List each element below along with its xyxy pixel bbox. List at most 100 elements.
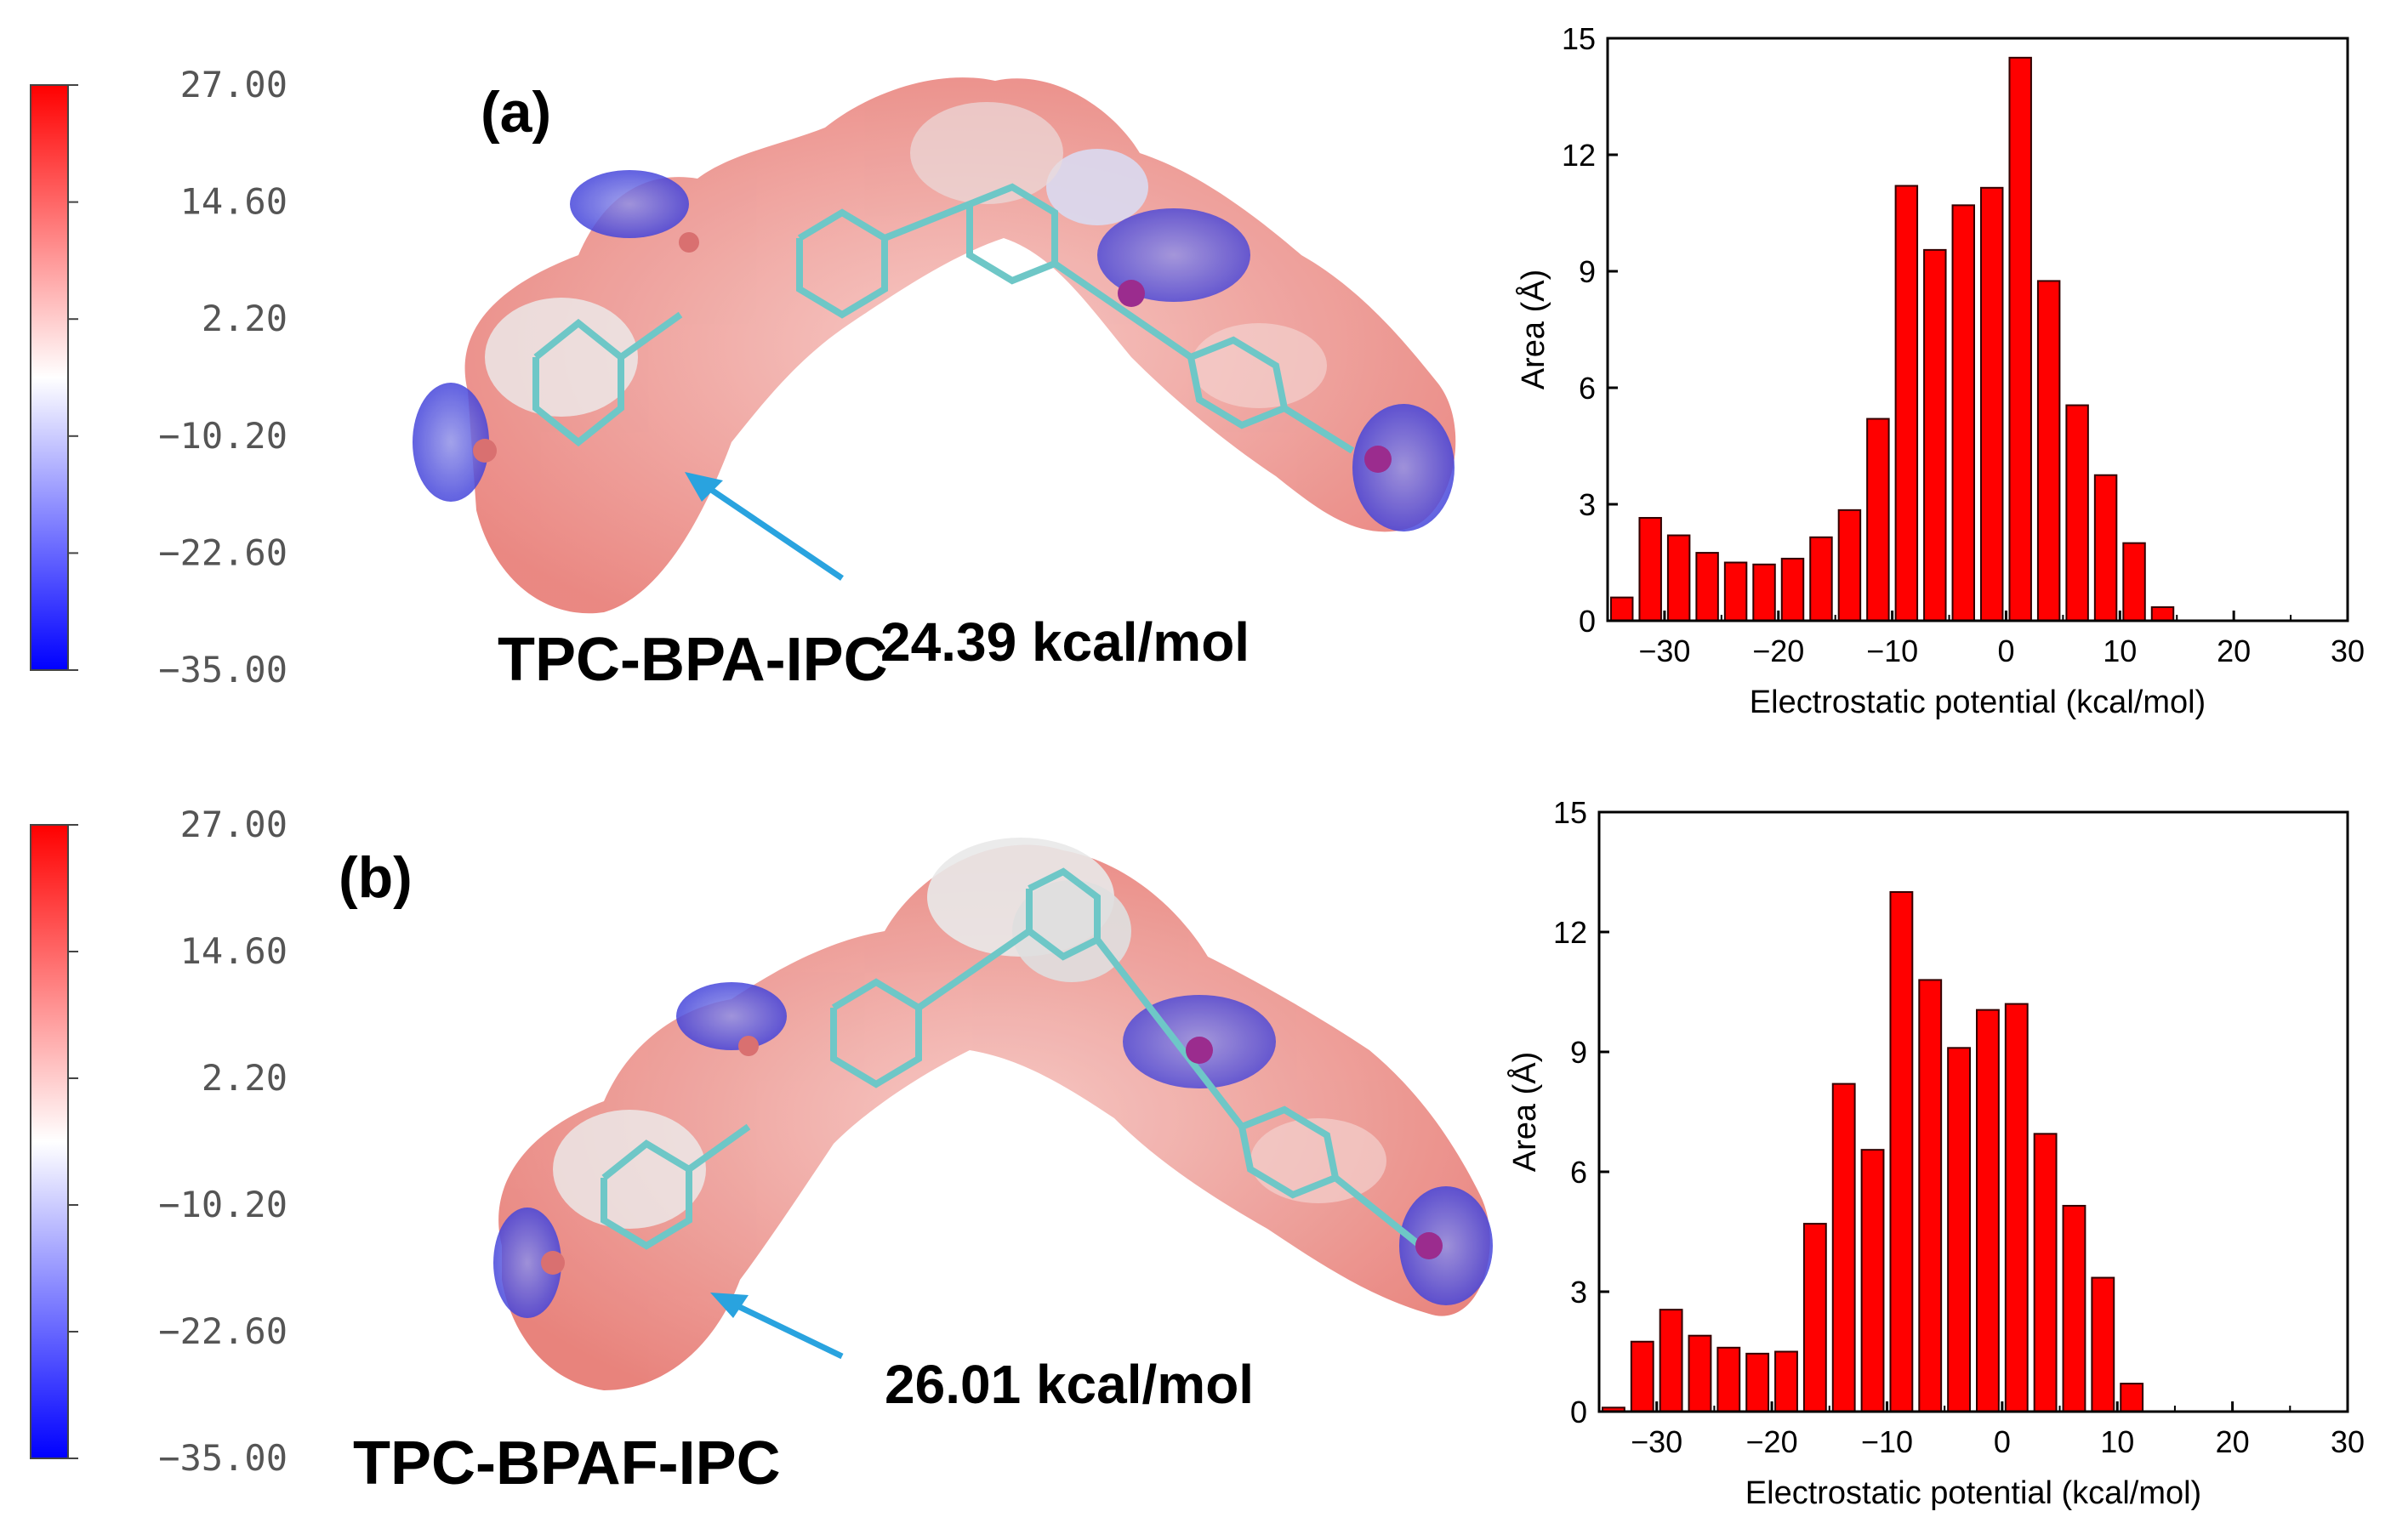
histogram-bar (2093, 474, 2118, 622)
molecule-view-b: (b) TPC-BPAF-IPC 26.01 kcal/mol (339, 804, 1497, 1497)
histogram-bar (1610, 596, 1634, 622)
histogram-bar (1752, 563, 1776, 622)
panel-a: 27.00 14.60 2.20 −10.20 −22.60 −35.00 (30, 17, 2365, 720)
histogram-bar (1688, 1334, 1712, 1413)
histogram-bar (1638, 516, 1662, 622)
x-tick-label: −20 (1752, 634, 1804, 668)
y-tick-label: 6 (1570, 1155, 1587, 1190)
histogram-bar (2091, 1276, 2115, 1412)
max-esp-arrow (696, 478, 844, 581)
histogram-bar (1860, 1149, 1885, 1412)
x-tick-label: 10 (2100, 1424, 2134, 1459)
histogram-bar (2036, 280, 2061, 622)
color-scale-a: 27.00 14.60 2.20 −10.20 −22.60 −35.00 (30, 64, 287, 690)
panel-b: 27.00 14.60 2.20 −10.20 −22.60 −35.00 (0, 770, 2391, 1539)
x-tick-label: 0 (1997, 634, 2014, 668)
x-tick-label: 0 (1994, 1424, 2011, 1459)
x-tick-label: −10 (1866, 634, 1918, 668)
molecule-name: TPC-BPAF-IPC (353, 1429, 781, 1497)
histogram-bar (1695, 552, 1719, 622)
y-tick-label: 3 (1579, 487, 1596, 522)
histogram-a: −30 −20 −10 0 10 20 30 0 3 6 9 12 15 Electrostatic p… (1514, 21, 2365, 720)
histogram-bar (1780, 557, 1805, 622)
max-esp-arrow (726, 1298, 844, 1360)
x-tick-label: 10 (2103, 634, 2137, 668)
histogram-bar (2033, 1133, 2058, 1412)
color-scale-tick-label: −10.20 (158, 1184, 287, 1225)
histogram-bar (1866, 418, 1890, 622)
histogram-bar (1980, 186, 2004, 622)
histogram-bar (1894, 185, 1919, 622)
color-scale-tick-label: 14.60 (180, 181, 287, 223)
histogram-bar (1918, 979, 1943, 1412)
histogram-bar (2122, 542, 2146, 622)
histogram-bar (1889, 891, 1914, 1412)
molecule-name: TPC-BPA-IPC (498, 626, 888, 694)
x-tick-label: −20 (1746, 1424, 1798, 1459)
color-scale-tick-label: −35.00 (158, 649, 287, 690)
x-tick-label: 20 (2216, 1424, 2250, 1459)
max-esp-arrowhead (710, 1293, 749, 1318)
y-tick-label: 15 (1553, 795, 1587, 830)
y-tick-label: 12 (1553, 915, 1587, 950)
color-scale-bar (30, 824, 69, 1459)
histogram-bar (1774, 1350, 1798, 1412)
panel-label: (b) (339, 845, 413, 910)
histogram-bar (1831, 1083, 1856, 1412)
histogram-bar (1666, 534, 1691, 622)
histogram-bar (2062, 1204, 2086, 1413)
y-tick-label: 15 (1562, 21, 1596, 56)
color-scale-tick-label: −10.20 (158, 415, 287, 457)
histogram-bar (1837, 509, 1862, 622)
histogram-b: −30 −20 −10 0 10 20 30 0 3 6 9 12 15 Electrostatic p… (1506, 795, 2365, 1511)
histogram-bar (1951, 204, 1975, 622)
color-scale-tick-label: 2.20 (202, 298, 287, 339)
x-tick-label: 30 (2331, 1424, 2365, 1459)
histogram-bar (2150, 606, 2175, 622)
histogram-bar (1716, 1346, 1741, 1412)
plot-frame (1606, 37, 2349, 622)
histogram-bar (1809, 536, 1833, 622)
y-tick-label: 9 (1570, 1035, 1587, 1070)
x-axis-label: Electrostatic potential (kcal/mol) (1745, 1475, 2201, 1511)
max-esp-label: 24.39 kcal/mol (880, 611, 1250, 673)
color-scale-tick-label: 27.00 (180, 64, 287, 105)
y-tick-label: 6 (1579, 371, 1596, 406)
panel-label: (a) (481, 80, 551, 145)
color-scale-tick-label: 14.60 (180, 930, 287, 972)
histogram-bar (1923, 248, 1947, 622)
y-tick-label: 9 (1579, 254, 1596, 289)
color-scale-tick-label: −22.60 (158, 531, 287, 573)
histogram-bar (1802, 1223, 1827, 1412)
histogram-bar (1745, 1352, 1770, 1412)
color-scale-b: 27.00 14.60 2.20 −10.20 −22.60 −35.00 (30, 804, 287, 1479)
histogram-bar (1976, 1009, 2000, 1412)
x-tick-label: 20 (2217, 634, 2251, 668)
color-scale-tick-label: −22.60 (158, 1310, 287, 1352)
ball-stick-model-b (541, 867, 1443, 1275)
x-tick-label: −30 (1638, 634, 1690, 668)
x-axis-label: Electrostatic potential (kcal/mol) (1750, 685, 2206, 720)
y-axis-label: Area (Å) (1514, 270, 1551, 389)
histogram-bar (1630, 1340, 1654, 1412)
molecule-view-a: (a) TPC-BPA-IPC 24.39 kcal/mol (408, 17, 1489, 694)
histogram-bar (2004, 1003, 2029, 1412)
y-tick-label: 0 (1579, 604, 1596, 639)
y-tick-label: 0 (1570, 1395, 1587, 1429)
x-tick-label: −30 (1631, 1424, 1682, 1459)
color-scale-bar (30, 84, 69, 671)
y-tick-label: 3 (1570, 1275, 1587, 1310)
y-tick-label: 12 (1562, 138, 1596, 173)
histogram-bar (2008, 56, 2032, 622)
histogram-bar (1723, 561, 1748, 622)
color-scale-tick-label: 2.20 (202, 1057, 287, 1099)
histogram-bar (1947, 1047, 1972, 1412)
max-esp-arrowhead (685, 472, 723, 502)
color-scale-tick-label: 27.00 (180, 804, 287, 845)
histogram-bar (2065, 404, 2089, 622)
color-scale-tick-label: −35.00 (158, 1437, 287, 1479)
y-axis-label: Area (Å) (1506, 1052, 1543, 1172)
plot-frame (1597, 810, 2349, 1413)
histogram-bar (1659, 1309, 1683, 1413)
x-tick-label: −10 (1861, 1424, 1913, 1459)
